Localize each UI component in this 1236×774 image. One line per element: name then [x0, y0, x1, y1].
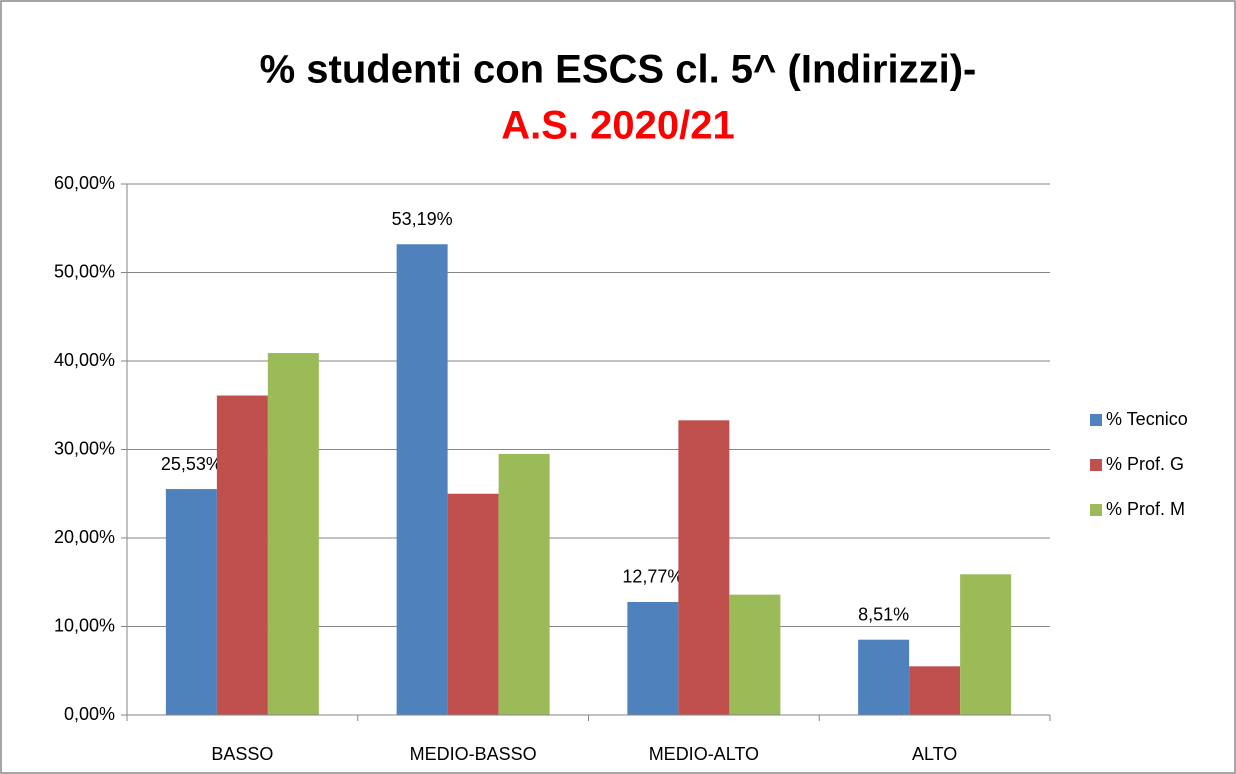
- legend-label: % Prof. M: [1106, 499, 1185, 519]
- legend-label: % Tecnico: [1106, 409, 1188, 429]
- legend-swatch: [1090, 459, 1102, 471]
- legend-label: % Prof. G: [1106, 454, 1184, 474]
- chart-subtitle: A.S. 2020/21: [501, 104, 735, 148]
- bar: [267, 353, 319, 715]
- x-tick-label: ALTO: [912, 744, 957, 764]
- data-label: 53,19%: [392, 209, 453, 229]
- y-tick-label: 20,00%: [54, 527, 115, 547]
- data-label: 8,51%: [858, 604, 909, 624]
- data-label: 25,53%: [161, 454, 222, 474]
- legend-swatch: [1090, 504, 1102, 516]
- legend-swatch: [1090, 414, 1102, 426]
- y-tick-label: 40,00%: [54, 350, 115, 370]
- chart-title: % studenti con ESCS cl. 5^ (Indirizzi)-: [260, 48, 977, 92]
- bar: [396, 244, 448, 715]
- bar: [858, 639, 910, 715]
- y-tick-label: 30,00%: [54, 438, 115, 458]
- x-tick-label: BASSO: [211, 744, 273, 764]
- x-tick-label: MEDIO-BASSO: [410, 744, 537, 764]
- y-tick-label: 60,00%: [54, 173, 115, 193]
- bar: [678, 420, 730, 715]
- bar: [960, 574, 1012, 715]
- bar: [729, 594, 781, 715]
- bar: [498, 453, 550, 715]
- y-tick-label: 50,00%: [54, 261, 115, 281]
- bar: [447, 493, 499, 715]
- bar: [216, 395, 268, 715]
- data-label: 12,77%: [622, 567, 683, 587]
- bar: [627, 601, 679, 715]
- bar: [909, 666, 961, 715]
- x-tick-label: MEDIO-ALTO: [649, 744, 759, 764]
- bar: [165, 489, 217, 715]
- y-tick-label: 10,00%: [54, 615, 115, 635]
- y-tick-label: 0,00%: [64, 704, 115, 724]
